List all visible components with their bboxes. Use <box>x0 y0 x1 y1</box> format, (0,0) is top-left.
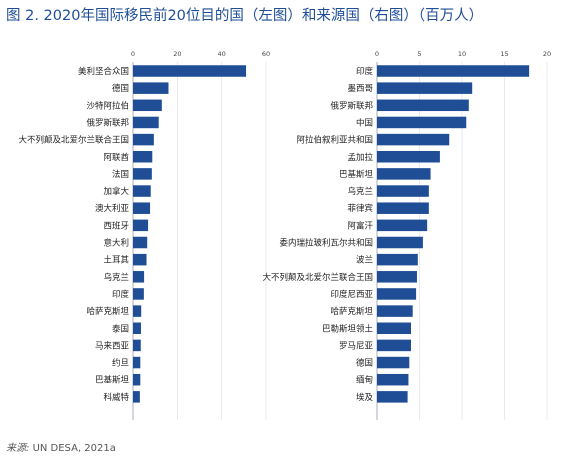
bar <box>377 391 408 403</box>
category-label: 澳大利亚 <box>95 203 130 214</box>
bar <box>377 82 473 94</box>
category-label: 哈萨克斯坦 <box>330 306 373 317</box>
category-label: 乌克兰 <box>347 186 373 197</box>
category-label: 中国 <box>356 117 373 128</box>
category-label: 俄罗斯联邦 <box>86 117 129 128</box>
category-label: 科威特 <box>103 392 129 403</box>
bar <box>377 271 417 283</box>
bar <box>133 356 141 369</box>
x-tick-label: 0 <box>131 50 135 58</box>
bar <box>133 253 147 266</box>
x-tick-label: 10 <box>458 50 466 58</box>
x-tick-label: 5 <box>417 50 421 58</box>
category-label: 大不列颠及北爱尔兰联合王国 <box>262 272 373 283</box>
category-label: 大不列颠及北爱尔兰联合王国 <box>18 135 129 146</box>
bar <box>133 219 149 232</box>
x-tick-label: 0 <box>375 50 379 58</box>
category-label: 阿联酋 <box>103 152 129 163</box>
bar <box>377 65 530 77</box>
category-label: 阿拉伯叙利亚共和国 <box>296 135 373 146</box>
x-tick-label: 40 <box>218 50 226 58</box>
bar <box>377 133 450 146</box>
category-label: 孟加拉 <box>347 152 373 163</box>
bar <box>377 288 417 300</box>
category-label: 乌克兰 <box>103 272 129 283</box>
category-label: 泰国 <box>112 323 129 334</box>
category-label: 巴基斯坦 <box>339 169 374 180</box>
bar <box>133 373 141 386</box>
x-tick-label: 15 <box>500 50 508 58</box>
bar <box>133 236 148 249</box>
category-label: 俄罗斯联邦 <box>330 100 373 111</box>
bar <box>133 391 140 403</box>
category-label: 印度尼西亚 <box>330 289 373 300</box>
category-label: 美利坚合众国 <box>78 66 129 77</box>
category-label: 德国 <box>112 83 129 94</box>
bar <box>133 322 141 334</box>
category-label: 法国 <box>112 169 129 180</box>
bar <box>133 185 151 197</box>
bar <box>377 356 410 369</box>
bar <box>133 116 159 129</box>
category-label: 巴勒斯坦领土 <box>322 323 374 334</box>
source-text: UN DESA, 2021a <box>32 443 116 454</box>
category-label: 哈萨克斯坦 <box>86 306 129 317</box>
category-label: 菲律宾 <box>347 203 373 214</box>
category-label: 沙特阿拉伯 <box>86 100 129 111</box>
category-label: 德国 <box>356 358 373 369</box>
bar <box>377 373 409 386</box>
chart-title: 图 2. 2020年国际移民前20位目的国（左图）和来源国（右图）（百万人） <box>6 8 484 24</box>
source-label: 来源: <box>6 443 30 454</box>
category-label: 印度 <box>112 289 130 300</box>
x-tick-label: 20 <box>543 50 551 58</box>
category-label: 意大利 <box>103 238 129 249</box>
bar <box>377 202 429 214</box>
category-label: 加拿大 <box>103 186 129 197</box>
bar <box>377 253 418 266</box>
bar <box>133 99 162 112</box>
bar <box>133 305 142 317</box>
category-label: 墨西哥 <box>347 84 373 94</box>
bar <box>377 116 467 129</box>
bar <box>377 219 428 232</box>
category-label: 缅甸 <box>356 375 373 386</box>
category-label: 印度 <box>356 66 374 77</box>
bar <box>133 271 145 283</box>
bar <box>133 288 144 300</box>
bar <box>377 168 431 180</box>
bar <box>377 185 429 197</box>
category-label: 委内瑞拉玻利瓦尔共和国 <box>279 238 373 249</box>
x-tick-label: 20 <box>173 50 181 58</box>
category-label: 波兰 <box>356 255 373 266</box>
category-label: 巴基斯坦 <box>95 375 130 386</box>
bar <box>377 339 411 352</box>
category-label: 阿富汗 <box>347 220 373 231</box>
bar <box>133 202 151 214</box>
bar <box>133 151 153 163</box>
bar <box>377 236 423 249</box>
bar <box>133 82 169 94</box>
bar <box>133 133 154 146</box>
source-note: 来源: UN DESA, 2021a <box>6 439 116 454</box>
x-tick-label: 60 <box>262 50 270 58</box>
bar <box>377 99 469 112</box>
bar <box>377 305 413 317</box>
category-label: 马来西亚 <box>95 341 130 351</box>
category-label: 罗马尼亚 <box>339 341 374 351</box>
category-label: 土耳其 <box>103 255 129 266</box>
category-label: 约旦 <box>112 358 129 369</box>
category-label: 西班牙 <box>103 220 129 231</box>
category-label: 埃及 <box>356 392 374 403</box>
bar <box>377 151 440 163</box>
bar <box>133 168 152 180</box>
bar <box>133 65 247 77</box>
bar <box>133 339 141 352</box>
bar <box>377 322 411 334</box>
